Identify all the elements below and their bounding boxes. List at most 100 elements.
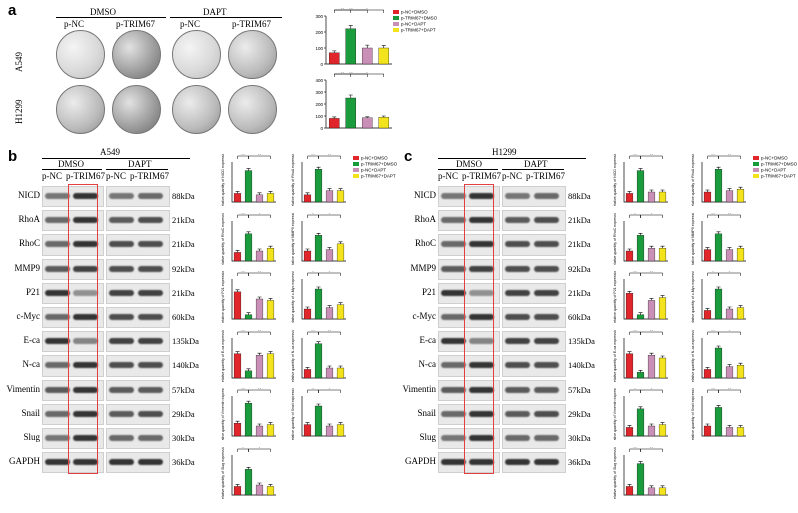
error-bar xyxy=(268,350,273,354)
significance-label: * xyxy=(242,447,244,452)
bar xyxy=(725,365,734,378)
error-bar xyxy=(332,50,337,53)
blot-band xyxy=(73,338,98,345)
bar xyxy=(266,424,275,437)
bar xyxy=(314,343,323,378)
blot-band xyxy=(469,410,494,417)
y-axis-label: Relative quantity of Vimentin expression xyxy=(221,388,225,440)
bar xyxy=(625,485,634,495)
significance-label: ** xyxy=(633,154,637,159)
y-axis-label: Relative quantity of Snail expression xyxy=(691,388,695,440)
significance-bracket xyxy=(640,331,663,335)
error-bar xyxy=(660,355,665,358)
bar xyxy=(255,298,264,320)
legend-swatch xyxy=(353,168,359,172)
bar xyxy=(345,97,357,129)
bar xyxy=(336,424,345,437)
panel-b-cellline-line xyxy=(42,158,190,159)
significance-bracket xyxy=(318,214,341,218)
error-bar xyxy=(649,298,654,301)
error-bar xyxy=(316,286,321,289)
bar-chart-vimentin: Relative quantity of Vimentin expression… xyxy=(613,388,668,440)
legend-label: p-TRIM67+DAPT xyxy=(401,28,436,33)
bar xyxy=(725,190,734,203)
bar xyxy=(361,47,373,65)
bar xyxy=(325,190,334,203)
blot-band xyxy=(45,289,70,296)
panel-b-condition-dmso: DMSO xyxy=(58,159,85,169)
protein-label: RhoC xyxy=(414,238,436,249)
legend-label: p-NC+DAPT xyxy=(401,22,426,27)
bar-chart-slug: Relative quantity of Slug expression ** ** xyxy=(613,447,668,499)
protein-label: Vimentin xyxy=(402,383,436,394)
bar xyxy=(361,117,373,129)
blot-band xyxy=(469,193,494,199)
significance-label: * xyxy=(312,388,314,393)
error-bar xyxy=(246,312,251,315)
protein-label: Snail xyxy=(417,407,436,418)
blot-band xyxy=(45,459,70,466)
significance-label: ** xyxy=(633,330,637,335)
significance-label: ** xyxy=(258,388,262,393)
significance-label: ** xyxy=(241,388,245,393)
bar-chart-snail: Relative quantity of Snail expression ** *… xyxy=(691,388,746,440)
bar xyxy=(725,427,734,437)
error-bar xyxy=(638,369,643,372)
panel-c-condition-dapt: DAPT xyxy=(524,159,548,169)
significance-label: ** xyxy=(241,213,245,218)
bar xyxy=(336,304,345,320)
blot-band xyxy=(138,314,163,320)
significance-label: * xyxy=(634,213,636,218)
error-bar xyxy=(716,286,721,289)
blot-band xyxy=(109,193,134,199)
bar xyxy=(244,468,253,495)
bar xyxy=(647,354,656,378)
y-axis-label: Relative quantity of Slug expression xyxy=(613,447,617,499)
protein-label: Vimentin xyxy=(6,383,40,394)
error-bar xyxy=(268,298,273,301)
significance-bracket xyxy=(318,389,341,393)
error-bar xyxy=(305,366,310,369)
bar xyxy=(266,300,275,320)
blot-band xyxy=(469,362,494,369)
bar xyxy=(233,193,242,203)
error-bar xyxy=(316,340,321,344)
bar xyxy=(336,367,345,378)
bar xyxy=(266,485,275,495)
bar xyxy=(625,250,634,261)
bar xyxy=(328,118,340,129)
error-bar xyxy=(638,312,643,315)
legend-swatch xyxy=(353,174,359,178)
error-bar xyxy=(627,290,632,294)
blot-band xyxy=(534,362,559,369)
kda-label: 36kDa xyxy=(172,457,195,468)
error-bar xyxy=(649,485,654,488)
kda-label: 60kDa xyxy=(568,312,591,322)
significance-label: * xyxy=(651,388,653,393)
kda-label: 140kDa xyxy=(172,360,199,371)
error-bar xyxy=(257,192,262,195)
error-bar xyxy=(246,168,251,171)
error-bar xyxy=(327,188,332,191)
error-bar xyxy=(705,423,710,426)
legend-swatch xyxy=(393,16,399,20)
blot-band xyxy=(45,241,70,248)
legend-label: p-TRIM67+DAPT xyxy=(361,174,396,179)
blot-band xyxy=(505,459,530,466)
bar xyxy=(736,188,745,203)
y-axis-label: Relative quantity of Slug expression xyxy=(221,447,225,499)
panel-a-group-2: p-TRIM67 xyxy=(116,19,155,29)
blot-band xyxy=(45,386,70,393)
blot-band xyxy=(138,410,163,417)
protein-label: MMP9 xyxy=(14,262,40,273)
error-bar xyxy=(627,483,632,486)
legend-swatch xyxy=(753,156,759,160)
significance-label: * xyxy=(259,213,261,218)
error-bar xyxy=(332,116,337,119)
bar-chart-c-myc: Relative quantity of c-Myc expression * * xyxy=(691,271,746,323)
bar xyxy=(625,293,634,320)
significance-label: ** xyxy=(311,154,315,159)
bar-chart-e-ca: Relative quantity of E-ca expression ** ** xyxy=(613,330,668,382)
bar xyxy=(244,370,253,378)
